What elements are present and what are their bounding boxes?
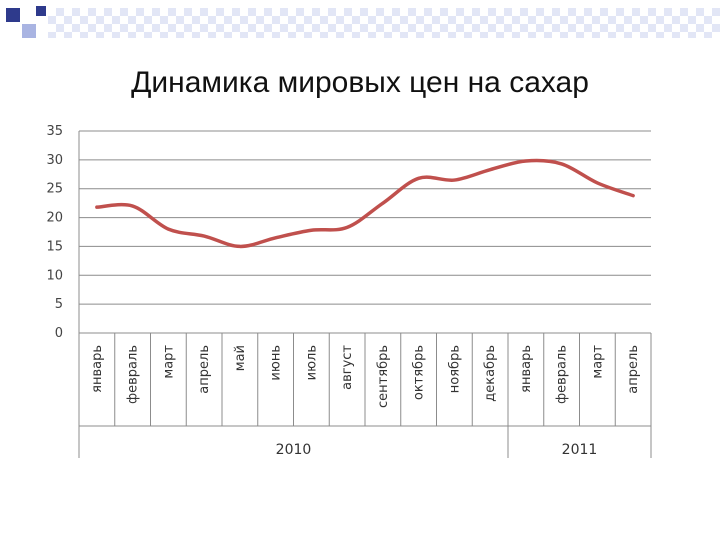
slide-decoration: [6, 6, 720, 38]
x-category-label: январь: [519, 345, 534, 393]
x-category-label: июль: [304, 345, 319, 380]
x-category-label: август: [340, 345, 355, 390]
y-tick-label: 30: [46, 153, 63, 168]
x-category-label: июнь: [269, 345, 284, 381]
y-tick-label: 35: [46, 124, 63, 139]
x-category-label: март: [161, 345, 176, 379]
year-group-label: 2010: [276, 442, 312, 458]
y-tick-label: 10: [46, 268, 63, 283]
x-category-label: ноябрь: [447, 345, 462, 393]
x-category-label: сентябрь: [376, 345, 391, 408]
y-tick-label: 20: [46, 211, 63, 226]
y-tick-label: 5: [55, 297, 63, 312]
x-category-label: январь: [90, 345, 105, 393]
x-category-label: март: [590, 345, 605, 379]
deco-checker-band: [48, 8, 720, 38]
slide-title: Динамика мировых цен на сахар: [131, 66, 589, 99]
x-category-label: апрель: [626, 345, 641, 394]
series-line: [95, 158, 635, 249]
year-group-label: 2011: [562, 442, 598, 458]
y-tick-label: 15: [46, 239, 63, 254]
x-category-label: февраль: [555, 345, 570, 404]
x-category-label: октябрь: [412, 345, 427, 400]
x-category-label: февраль: [126, 345, 141, 404]
y-tick-label: 0: [55, 326, 63, 341]
x-category-label: май: [233, 345, 248, 371]
x-category-label: декабрь: [483, 345, 498, 402]
deco-square-dark-2: [36, 6, 46, 16]
y-tick-label: 25: [46, 182, 63, 197]
deco-square-light: [22, 24, 36, 38]
deco-square-dark: [6, 8, 20, 22]
x-category-label: апрель: [197, 345, 212, 394]
